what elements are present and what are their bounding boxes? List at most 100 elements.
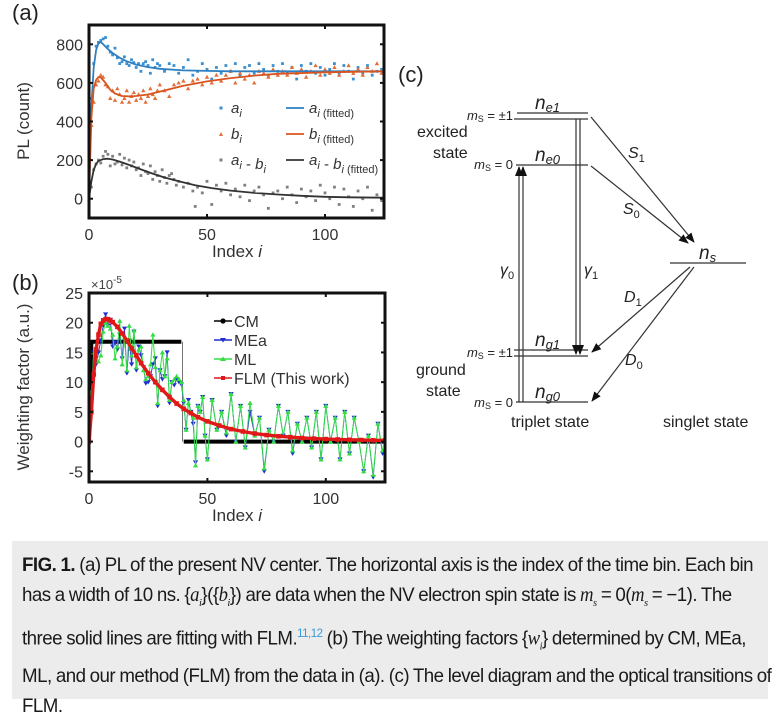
label-gamma0: γ0 — [500, 262, 514, 282]
data-point-b — [322, 67, 328, 71]
data-point-b — [336, 72, 342, 77]
label-ground-pm1: mS = ±1 — [467, 345, 513, 361]
data-point-b — [141, 88, 146, 93]
data-point-a-minus-b — [132, 160, 136, 164]
data-point-ml — [290, 448, 296, 453]
data-point-flm — [110, 319, 115, 325]
data-point-a — [295, 77, 299, 81]
data-point-b — [167, 94, 172, 99]
legend-label: FLM (This work) — [234, 371, 350, 388]
chart-b-ytick-label: 10 — [65, 375, 83, 392]
panel-label-c: (c) — [398, 62, 424, 87]
data-point-a — [370, 73, 374, 77]
data-point-mea — [159, 377, 166, 382]
data-point-ml — [110, 332, 116, 337]
data-point-flm — [311, 436, 317, 441]
arrow-S0 — [590, 165, 689, 244]
panel-label-a: (a) — [12, 0, 39, 25]
data-point-a — [224, 64, 228, 67]
legend-label: ai — [231, 100, 242, 120]
data-point-mea — [102, 312, 109, 317]
chart-b-ytick-label: 0 — [74, 435, 83, 452]
data-point-a-minus-b — [111, 154, 114, 158]
data-point-a-minus-b — [300, 187, 303, 191]
legend-label: MEa — [234, 333, 267, 350]
data-point-ml — [181, 397, 187, 402]
data-point-flm — [96, 332, 101, 337]
data-point-a — [101, 37, 105, 41]
data-point-a — [200, 62, 204, 65]
data-point-b — [115, 86, 120, 91]
data-point-ml — [100, 329, 106, 334]
label-ng0: ng0 — [535, 382, 561, 404]
data-point-ml — [176, 376, 182, 382]
data-point-a — [318, 66, 322, 69]
caption-reference-link[interactable]: 11,12 — [297, 625, 323, 640]
data-point-flm — [264, 432, 269, 438]
data-point-a-minus-b — [257, 185, 261, 189]
data-point-ml — [375, 421, 381, 426]
data-point-a-minus-b — [333, 185, 336, 189]
data-point-ml — [197, 409, 203, 414]
data-point-a — [262, 67, 266, 71]
data-point-b — [181, 78, 186, 83]
data-point-b — [313, 63, 318, 68]
data-point-b — [108, 96, 113, 100]
data-point-a-minus-b — [146, 172, 150, 176]
data-point-ml — [192, 462, 199, 468]
data-point-a-minus-b — [125, 166, 129, 170]
data-point-flm — [115, 324, 120, 330]
data-point-a — [148, 71, 152, 75]
label-ng1: ng1 — [535, 330, 560, 352]
data-point-a-minus-b — [153, 170, 157, 174]
data-point-ml — [351, 415, 357, 420]
data-point-ml — [365, 433, 372, 438]
caption-text: (b) The weighting factors — [322, 627, 522, 650]
data-point-b — [365, 65, 370, 70]
caption-text: (a) PL of the present NV center. The hor… — [22, 554, 754, 606]
data-point-mea — [121, 326, 128, 332]
data-point-a — [94, 44, 98, 48]
caption-fig-label: FIG. 1. — [22, 554, 76, 576]
data-point-a-minus-b — [210, 203, 214, 206]
data-point-a-minus-b — [141, 162, 145, 166]
data-point-ml — [95, 358, 102, 364]
data-point-a-minus-b — [134, 168, 138, 172]
data-point-ml — [183, 427, 189, 432]
data-point-ml — [174, 373, 180, 379]
data-point-mea — [155, 403, 161, 409]
data-point-ml — [308, 445, 315, 450]
fit-line-b-i--fitted- — [89, 70, 384, 199]
data-point-a-minus-b — [193, 205, 197, 208]
data-point-a-minus-b — [361, 197, 365, 201]
chart-a-ytick-label: 0 — [74, 192, 83, 209]
data-point-mea — [136, 344, 142, 349]
data-point-ml — [337, 457, 343, 462]
data-point-mea — [133, 368, 139, 373]
legend-marker — [221, 376, 225, 380]
data-point-ml — [361, 468, 367, 474]
data-point-a-minus-b — [219, 189, 223, 193]
data-point-a — [134, 66, 138, 69]
chart-a-xtick-label: 100 — [312, 227, 339, 244]
data-point-a — [106, 44, 110, 48]
data-point-a — [182, 66, 185, 69]
data-point-ml — [275, 403, 282, 408]
data-point-ml — [133, 364, 139, 370]
data-point-ml — [147, 361, 154, 367]
data-point-ml — [209, 397, 215, 402]
data-point-a-minus-b — [200, 191, 204, 195]
data-point-mea — [129, 362, 135, 367]
data-point-a — [191, 73, 195, 77]
data-point-a-minus-b — [151, 178, 155, 181]
data-point-b — [98, 72, 103, 77]
data-point-ml — [150, 332, 156, 337]
data-point-b — [145, 94, 151, 99]
data-point-a — [219, 71, 223, 75]
label-triplet-state: triplet state — [511, 414, 589, 431]
data-point-b — [131, 90, 137, 95]
chart-b-ytick-label: 5 — [74, 405, 83, 422]
caption-text: are data when the NV electron spin state… — [241, 584, 581, 606]
data-point-a — [233, 62, 237, 65]
label-ne1: ne1 — [535, 93, 560, 115]
